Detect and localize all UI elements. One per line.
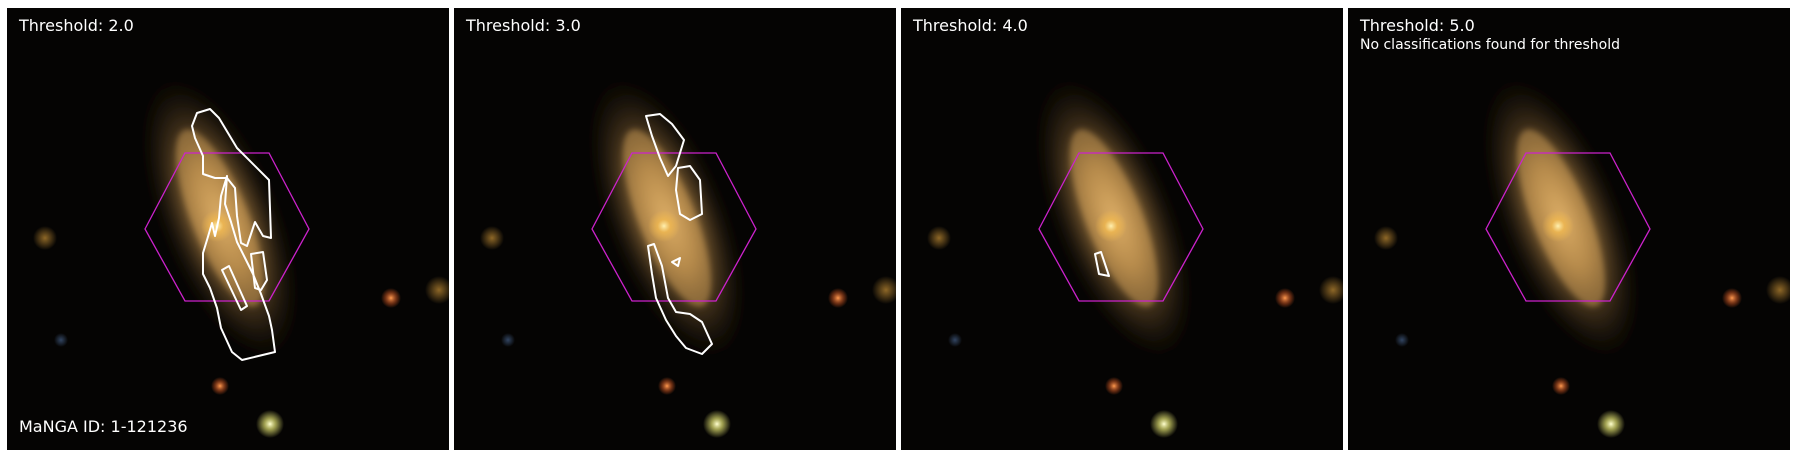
ifu-hexagon bbox=[1485, 152, 1651, 302]
classification-contours bbox=[645, 113, 713, 355]
contour-region bbox=[221, 265, 248, 311]
galaxy-image bbox=[901, 8, 1343, 450]
galaxy-image bbox=[1348, 8, 1790, 450]
galaxy-image bbox=[454, 8, 896, 450]
contour-region bbox=[191, 108, 272, 247]
contour-region bbox=[202, 175, 276, 361]
threshold-label: Threshold: 2.0 bbox=[19, 16, 134, 35]
galaxy-image bbox=[7, 8, 449, 450]
threshold-label: Threshold: 3.0 bbox=[466, 16, 581, 35]
classification-contours bbox=[191, 108, 276, 361]
galaxy-panel-threshold-5: Threshold: 5.0 No classifications found … bbox=[1348, 8, 1790, 450]
ifu-hexagon bbox=[591, 152, 757, 302]
ifu-hexagon bbox=[144, 152, 310, 302]
ifu-hexagon bbox=[1038, 152, 1204, 302]
no-classifications-note: No classifications found for threshold bbox=[1360, 37, 1620, 53]
threshold-label: Threshold: 5.0 bbox=[1360, 16, 1475, 35]
threshold-label: Threshold: 4.0 bbox=[913, 16, 1028, 35]
contour-region bbox=[250, 251, 268, 291]
manga-id-label: MaNGA ID: 1-121236 bbox=[19, 417, 188, 436]
galaxy-panel-threshold-4: Threshold: 4.0 bbox=[901, 8, 1343, 450]
contour-region bbox=[671, 257, 681, 267]
classification-contours bbox=[1094, 251, 1110, 277]
contour-region bbox=[647, 243, 713, 355]
contour-region bbox=[675, 165, 703, 221]
contour-region bbox=[645, 113, 685, 177]
galaxy-panel-threshold-3: Threshold: 3.0 bbox=[454, 8, 896, 450]
galaxy-panel-threshold-2: Threshold: 2.0 MaNGA ID: 1-121236 bbox=[7, 8, 449, 450]
contour-region bbox=[1094, 251, 1110, 277]
